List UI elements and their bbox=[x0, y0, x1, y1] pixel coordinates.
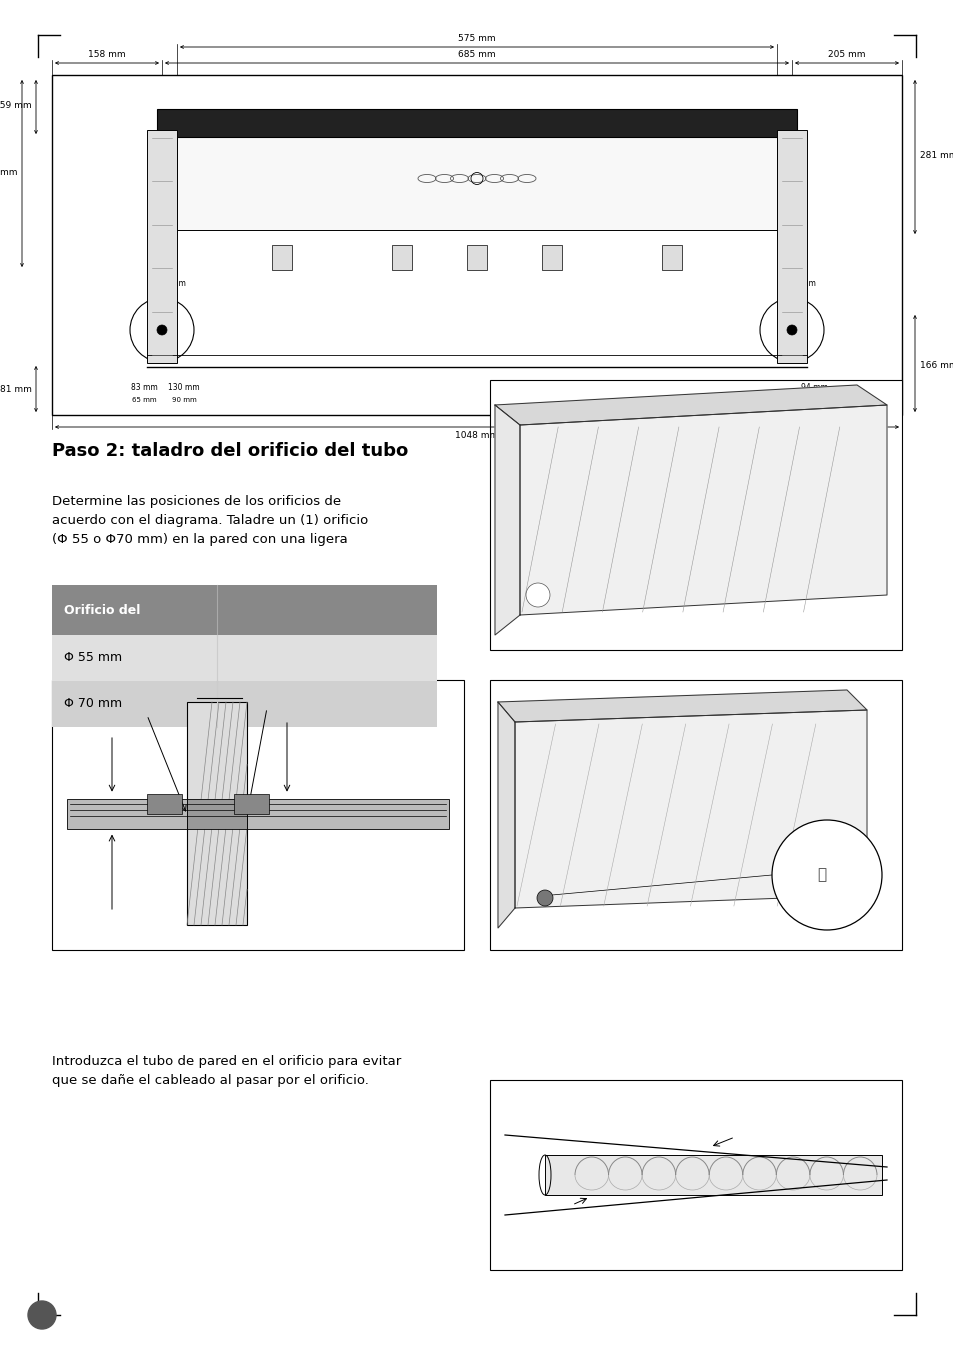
Polygon shape bbox=[497, 690, 866, 722]
Bar bbox=[187, 702, 247, 925]
Text: Orificio del: Orificio del bbox=[64, 603, 140, 617]
Text: Φ 55 mm: Φ 55 mm bbox=[64, 652, 122, 664]
Text: 158 mm: 158 mm bbox=[88, 50, 126, 59]
Bar bbox=[490, 680, 901, 950]
Text: 65 mm: 65 mm bbox=[132, 397, 156, 404]
Circle shape bbox=[525, 583, 550, 608]
Text: 346 mm: 346 mm bbox=[0, 167, 18, 177]
Bar bbox=[544, 1156, 882, 1195]
Text: φ70 mm: φ70 mm bbox=[783, 279, 815, 288]
Text: Paso 2: taladro del orificio del tubo: Paso 2: taladro del orificio del tubo bbox=[52, 441, 408, 460]
Text: 90 mm: 90 mm bbox=[172, 397, 196, 404]
Bar bbox=[661, 244, 681, 270]
Bar bbox=[52, 76, 901, 414]
Circle shape bbox=[537, 890, 553, 906]
Text: Determine las posiciones de los orificios de
acuerdo con el diagrama. Taladre un: Determine las posiciones de los orificio… bbox=[52, 495, 368, 545]
Polygon shape bbox=[495, 405, 519, 634]
Text: 83 mm: 83 mm bbox=[131, 382, 157, 391]
Text: 65 mm: 65 mm bbox=[774, 397, 799, 404]
Text: ᛦ: ᛦ bbox=[817, 868, 825, 883]
Bar bbox=[490, 1080, 901, 1270]
Text: φ70 mm: φ70 mm bbox=[153, 279, 186, 288]
Text: 94 mm: 94 mm bbox=[800, 382, 826, 391]
Bar bbox=[67, 799, 187, 829]
Circle shape bbox=[760, 298, 823, 362]
Text: Φ 70 mm: Φ 70 mm bbox=[64, 698, 122, 710]
Polygon shape bbox=[515, 710, 866, 909]
Bar bbox=[490, 379, 901, 649]
Text: 159 mm: 159 mm bbox=[0, 101, 32, 111]
Polygon shape bbox=[519, 405, 886, 616]
Circle shape bbox=[771, 819, 882, 930]
Text: 130 mm: 130 mm bbox=[168, 382, 199, 391]
Text: 166 mm: 166 mm bbox=[919, 360, 953, 370]
Circle shape bbox=[786, 325, 796, 335]
Text: 81 mm: 81 mm bbox=[0, 385, 32, 393]
Bar bbox=[272, 244, 292, 270]
Bar bbox=[177, 136, 776, 230]
Bar bbox=[541, 244, 561, 270]
Text: 575 mm: 575 mm bbox=[457, 34, 496, 43]
Text: 1048 mm: 1048 mm bbox=[455, 431, 498, 440]
Bar bbox=[147, 130, 177, 363]
Bar bbox=[52, 680, 436, 728]
Bar bbox=[392, 244, 412, 270]
Bar bbox=[247, 799, 449, 829]
Circle shape bbox=[28, 1301, 56, 1328]
Bar bbox=[52, 680, 463, 950]
Circle shape bbox=[157, 325, 167, 335]
Circle shape bbox=[130, 298, 193, 362]
Polygon shape bbox=[495, 385, 886, 425]
Polygon shape bbox=[497, 702, 515, 927]
Text: 281 mm: 281 mm bbox=[919, 151, 953, 161]
Bar bbox=[147, 794, 182, 814]
Bar bbox=[52, 585, 436, 634]
Bar bbox=[157, 109, 796, 136]
Text: Introduzca el tubo de pared en el orificio para evitar
que se dañe el cableado a: Introduzca el tubo de pared en el orific… bbox=[52, 1054, 401, 1087]
Bar bbox=[467, 244, 486, 270]
Bar bbox=[52, 634, 436, 680]
Text: 90 mm: 90 mm bbox=[801, 397, 825, 404]
Text: 205 mm: 205 mm bbox=[827, 50, 864, 59]
Text: 685 mm: 685 mm bbox=[457, 50, 496, 59]
Bar bbox=[776, 130, 806, 363]
Bar bbox=[187, 799, 247, 829]
Bar bbox=[233, 794, 269, 814]
